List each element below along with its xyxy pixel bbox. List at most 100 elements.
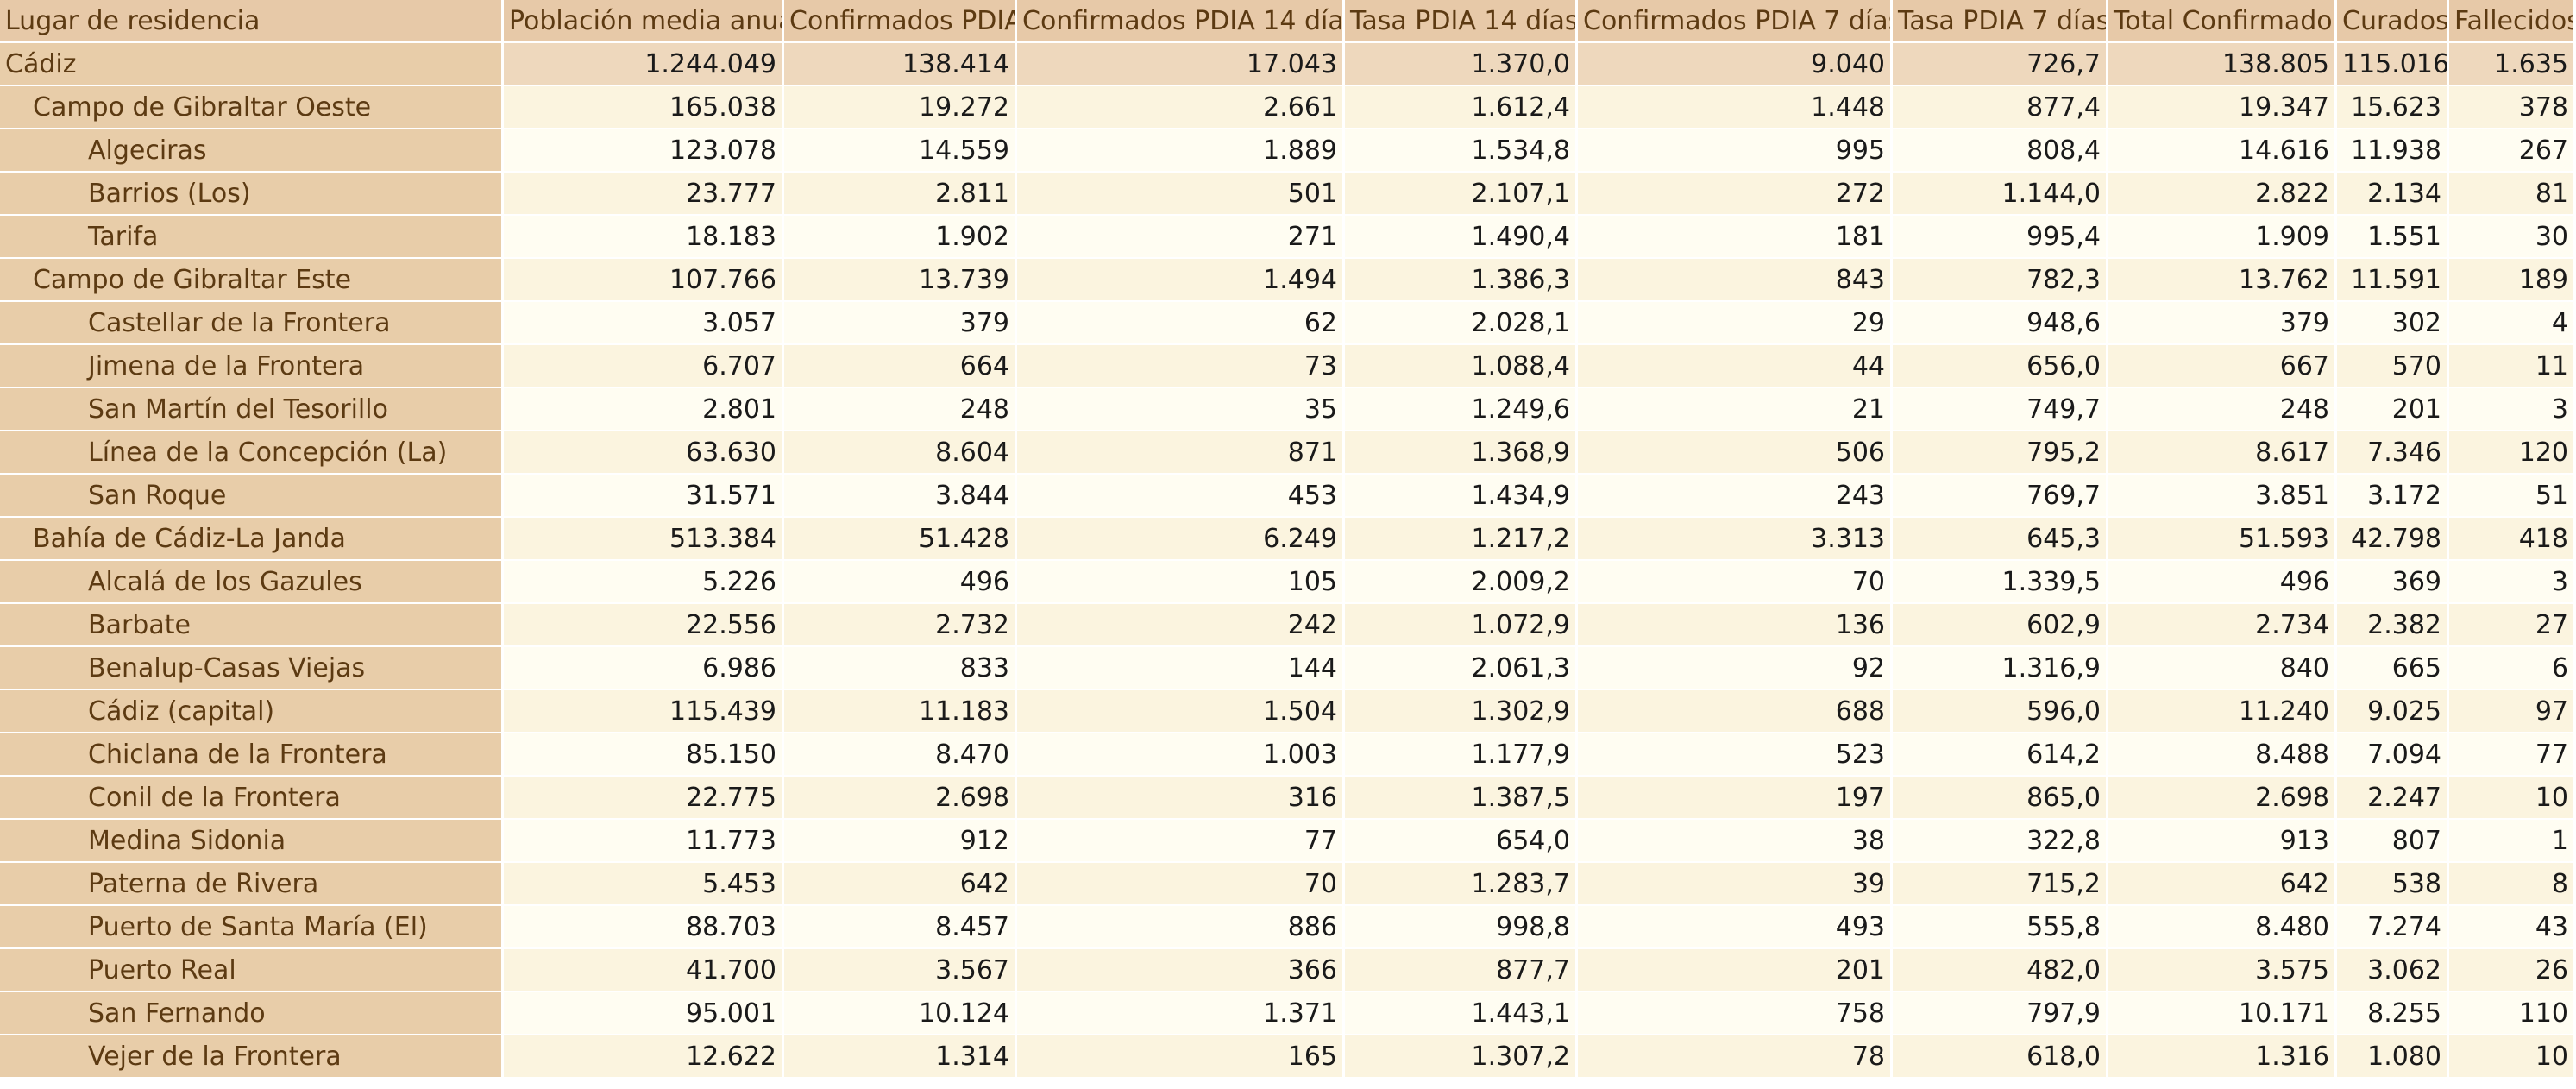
tasa-pdia-7-dias-cell: 656,0 (1893, 345, 2108, 388)
poblacion-media-anual-cell: 31.571 (504, 475, 784, 518)
confirmados-pdia-7-dias-cell: 21 (1578, 388, 1893, 431)
confirmados-pdia-14-dias-cell: 316 (1017, 777, 1345, 820)
fallecidos-cell: 43 (2449, 906, 2576, 949)
total-confirmados-cell: 248 (2108, 388, 2337, 431)
tasa-pdia-7-dias-cell: 555,8 (1893, 906, 2108, 949)
confirmados-pdia-7-dias-cell: 995 (1578, 129, 1893, 173)
confirmados-pdia-7-dias-cell: 197 (1578, 777, 1893, 820)
municipality-row: Castellar de la Frontera 3.057 379 62 2.028,… (0, 302, 2576, 345)
district-row: Campo de Gibraltar Oeste 165.038 19.272 2.6… (0, 86, 2576, 129)
curados-cell: 302 (2337, 302, 2449, 345)
poblacion-media-anual-cell: 11.773 (504, 820, 784, 863)
place-name-cell: San Fernando (0, 992, 504, 1035)
total-confirmados-cell: 11.240 (2108, 690, 2337, 733)
confirmados-pdia-14-dias-cell: 453 (1017, 475, 1345, 518)
tasa-pdia-14-dias-cell: 1.088,4 (1345, 345, 1578, 388)
fallecidos-cell: 10 (2449, 1035, 2576, 1079)
header-lugar-de-residencia[interactable]: Lugar de residencia (0, 0, 504, 43)
municipality-row: Vejer de la Frontera 12.622 1.314 165 1.307,… (0, 1035, 2576, 1079)
fallecidos-cell: 6 (2449, 647, 2576, 690)
tasa-pdia-14-dias-cell: 1.072,9 (1345, 604, 1578, 647)
fallecidos-cell: 3 (2449, 561, 2576, 604)
curados-cell: 807 (2337, 820, 2449, 863)
total-confirmados-cell: 2.822 (2108, 173, 2337, 216)
tasa-pdia-14-dias-cell: 998,8 (1345, 906, 1578, 949)
header-confirmados-pdia[interactable]: Confirmados PDIA (784, 0, 1017, 43)
curados-cell: 115.016 (2337, 43, 2449, 86)
municipality-row: Barbate 22.556 2.732 242 1.072,9 136 602,9 2.73… (0, 604, 2576, 647)
confirmados-pdia-cell: 1.314 (784, 1035, 1017, 1079)
place-name-cell: Paterna de Rivera (0, 863, 504, 906)
confirmados-pdia-cell: 379 (784, 302, 1017, 345)
district-row: Bahía de Cádiz-La Janda 513.384 51.428 6.24… (0, 518, 2576, 561)
fallecidos-cell: 10 (2449, 777, 2576, 820)
curados-cell: 1.080 (2337, 1035, 2449, 1079)
tasa-pdia-14-dias-cell: 1.386,3 (1345, 259, 1578, 302)
total-confirmados-cell: 8.480 (2108, 906, 2337, 949)
tasa-pdia-7-dias-cell: 865,0 (1893, 777, 2108, 820)
municipality-row: San Roque 31.571 3.844 453 1.434,9 243 769,7 3.… (0, 475, 2576, 518)
poblacion-media-anual-cell: 115.439 (504, 690, 784, 733)
total-confirmados-cell: 1.316 (2108, 1035, 2337, 1079)
total-confirmados-cell: 3.575 (2108, 949, 2337, 992)
confirmados-pdia-14-dias-cell: 871 (1017, 431, 1345, 475)
fallecidos-cell: 189 (2449, 259, 2576, 302)
tasa-pdia-7-dias-cell: 618,0 (1893, 1035, 2108, 1079)
header-confirmados-pdia-14-dias[interactable]: Confirmados PDIA 14 días (1017, 0, 1345, 43)
confirmados-pdia-cell: 3.844 (784, 475, 1017, 518)
tasa-pdia-14-dias-cell: 2.028,1 (1345, 302, 1578, 345)
tasa-pdia-14-dias-cell: 1.612,4 (1345, 86, 1578, 129)
tasa-pdia-7-dias-cell: 808,4 (1893, 129, 2108, 173)
fallecidos-cell: 51 (2449, 475, 2576, 518)
header-tasa-pdia-7-dias[interactable]: Tasa PDIA 7 días (1893, 0, 2108, 43)
municipality-row: Chiclana de la Frontera 85.150 8.470 1.003 1… (0, 733, 2576, 777)
confirmados-pdia-7-dias-cell: 29 (1578, 302, 1893, 345)
curados-cell: 665 (2337, 647, 2449, 690)
confirmados-pdia-7-dias-cell: 181 (1578, 216, 1893, 259)
fallecidos-cell: 30 (2449, 216, 2576, 259)
poblacion-media-anual-cell: 107.766 (504, 259, 784, 302)
poblacion-media-anual-cell: 5.453 (504, 863, 784, 906)
place-name-cell: Alcalá de los Gazules (0, 561, 504, 604)
municipality-row: Conil de la Frontera 22.775 2.698 316 1.387,… (0, 777, 2576, 820)
tasa-pdia-7-dias-cell: 797,9 (1893, 992, 2108, 1035)
tasa-pdia-14-dias-cell: 1.370,0 (1345, 43, 1578, 86)
table-body: Cádiz 1.244.049 138.414 17.043 1.370,0 9.040 7… (0, 43, 2576, 1079)
poblacion-media-anual-cell: 22.556 (504, 604, 784, 647)
poblacion-media-anual-cell: 23.777 (504, 173, 784, 216)
tasa-pdia-14-dias-cell: 1.249,6 (1345, 388, 1578, 431)
header-total-confirmados[interactable]: Total Confirmados (2108, 0, 2337, 43)
confirmados-pdia-cell: 8.470 (784, 733, 1017, 777)
confirmados-pdia-cell: 13.739 (784, 259, 1017, 302)
tasa-pdia-7-dias-cell: 1.144,0 (1893, 173, 2108, 216)
header-tasa-pdia-14-dias[interactable]: Tasa PDIA 14 días (1345, 0, 1578, 43)
tasa-pdia-7-dias-cell: 614,2 (1893, 733, 2108, 777)
place-name-cell: Barbate (0, 604, 504, 647)
curados-cell: 7.274 (2337, 906, 2449, 949)
total-confirmados-cell: 14.616 (2108, 129, 2337, 173)
confirmados-pdia-14-dias-cell: 886 (1017, 906, 1345, 949)
header-confirmados-pdia-7-dias[interactable]: Confirmados PDIA 7 días (1578, 0, 1893, 43)
fallecidos-cell: 77 (2449, 733, 2576, 777)
municipality-row: Alcalá de los Gazules 5.226 496 105 2.009,2 7… (0, 561, 2576, 604)
place-name-cell: Vejer de la Frontera (0, 1035, 504, 1079)
tasa-pdia-14-dias-cell: 1.368,9 (1345, 431, 1578, 475)
confirmados-pdia-cell: 10.124 (784, 992, 1017, 1035)
total-confirmados-cell: 840 (2108, 647, 2337, 690)
confirmados-pdia-cell: 833 (784, 647, 1017, 690)
confirmados-pdia-7-dias-cell: 70 (1578, 561, 1893, 604)
confirmados-pdia-14-dias-cell: 35 (1017, 388, 1345, 431)
header-fallecidos[interactable]: Fallecidos (2449, 0, 2576, 43)
curados-cell: 2.134 (2337, 173, 2449, 216)
district-row: Campo de Gibraltar Este 107.766 13.739 1.49… (0, 259, 2576, 302)
confirmados-pdia-14-dias-cell: 105 (1017, 561, 1345, 604)
fallecidos-cell: 11 (2449, 345, 2576, 388)
confirmados-pdia-7-dias-cell: 201 (1578, 949, 1893, 992)
total-confirmados-cell: 51.593 (2108, 518, 2337, 561)
tasa-pdia-14-dias-cell: 1.534,8 (1345, 129, 1578, 173)
header-poblacion-media-anual[interactable]: Población media anual (504, 0, 784, 43)
tasa-pdia-7-dias-cell: 749,7 (1893, 388, 2108, 431)
header-curados[interactable]: Curados (2337, 0, 2449, 43)
curados-cell: 42.798 (2337, 518, 2449, 561)
fallecidos-cell: 267 (2449, 129, 2576, 173)
